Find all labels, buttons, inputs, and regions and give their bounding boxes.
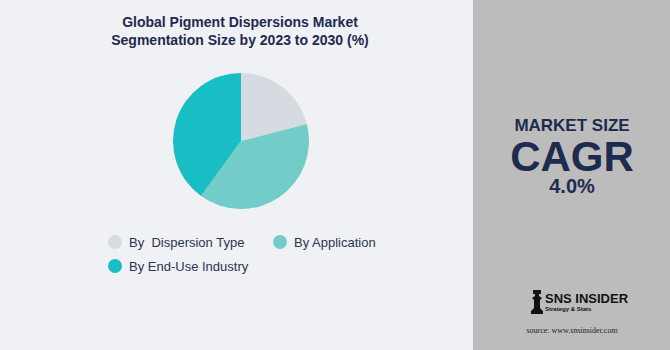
legend-swatch: [273, 235, 287, 249]
chart-container: Global Pigment Dispersions Market Segment…: [0, 0, 670, 350]
legend-swatch: [108, 259, 122, 273]
logo-icon: [531, 290, 543, 314]
legend-label: By Dispersion Type: [129, 235, 244, 250]
logo-text: SNS INSIDER: [545, 291, 629, 306]
pie-slice: [173, 73, 241, 196]
legend-swatch: [108, 235, 122, 249]
chart-title: Segmentation Size by 2023 to 2030 (%): [111, 32, 369, 48]
chart-svg: Global Pigment Dispersions Market Segment…: [0, 0, 670, 350]
legend-label: By End-Use Industry: [129, 259, 249, 274]
pie: [173, 73, 309, 209]
legend: By Dispersion Type By Application By End-U…: [108, 235, 376, 274]
side-panel: [473, 0, 670, 350]
logo-shape: [531, 290, 543, 314]
logo-tagline: Strategy & Stats: [545, 306, 592, 312]
cagr-label: CAGR: [510, 133, 634, 180]
background: [0, 0, 670, 350]
legend-label: By Application: [294, 235, 376, 250]
source-note: source: www.snsinsider.com: [526, 326, 618, 335]
cagr-value: 4.0%: [549, 175, 595, 197]
chart-title: Global Pigment Dispersions Market: [122, 14, 358, 30]
